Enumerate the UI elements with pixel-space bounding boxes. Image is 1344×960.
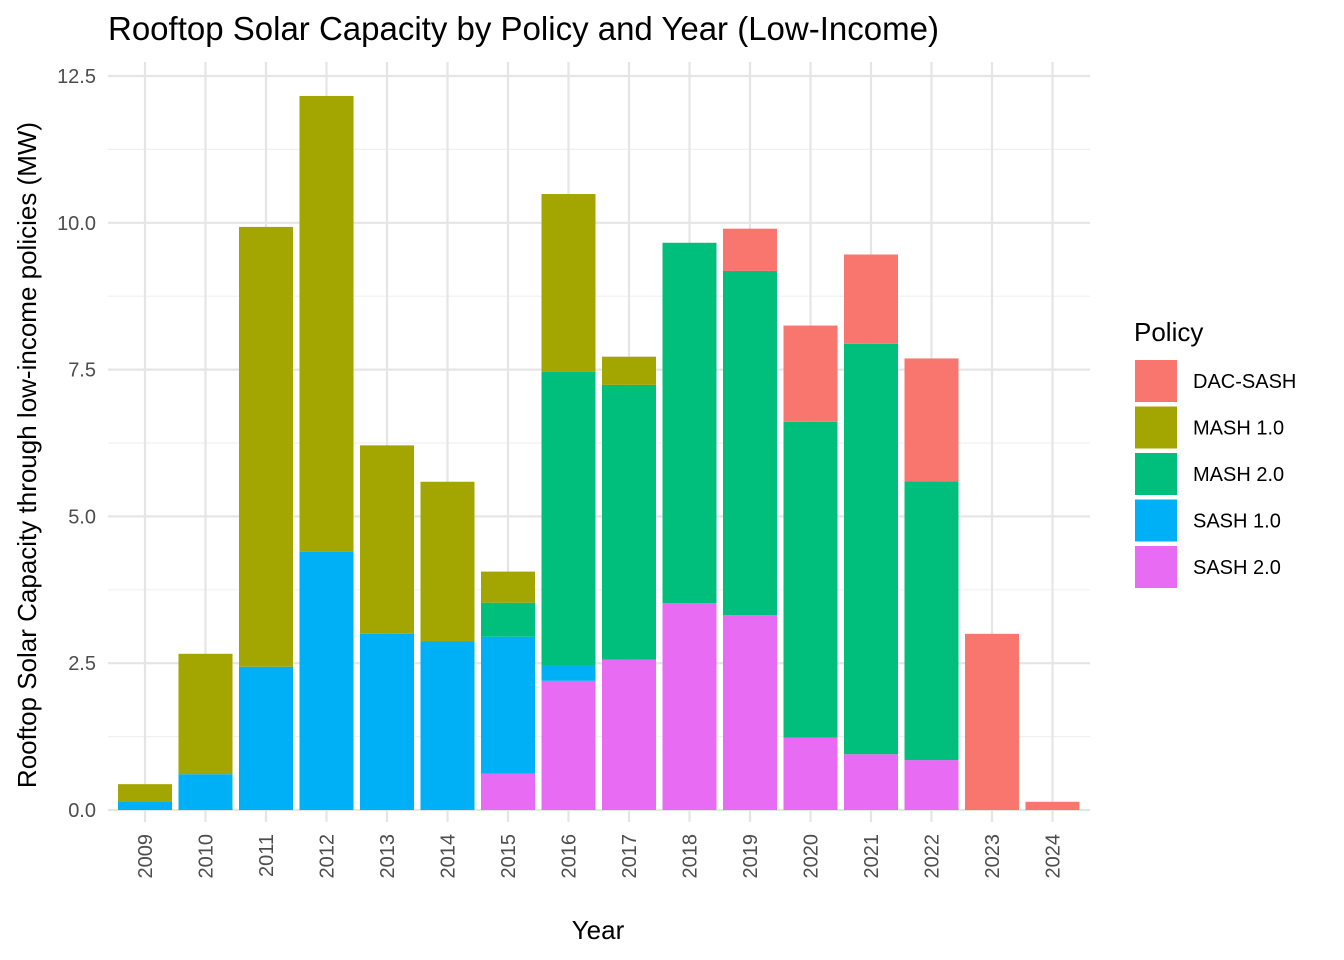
y-tick-label: 2.5 xyxy=(68,653,96,675)
x-tick-label: 2009 xyxy=(135,834,157,879)
bar-segment xyxy=(783,325,838,422)
legend-title: Policy xyxy=(1134,317,1203,347)
bar-segment xyxy=(541,680,596,810)
legend-key xyxy=(1135,406,1177,449)
bar-segment xyxy=(299,551,354,810)
x-tick-label: 2011 xyxy=(256,834,278,877)
legend-key xyxy=(1135,453,1177,495)
x-axis-ticks: 2009 2010 2011 2012 2013 2014 2015 2016 2017 2018… xyxy=(135,834,1065,879)
bar-segment xyxy=(904,481,959,761)
bar-segment xyxy=(1025,801,1080,810)
y-tick-label: 10.0 xyxy=(57,213,96,235)
bar-segment xyxy=(481,773,535,810)
bar-segment xyxy=(723,228,777,271)
chart-title: Rooftop Solar Capacity by Policy and Yea… xyxy=(108,10,939,47)
x-tick-label: 2014 xyxy=(438,834,460,879)
y-tick-label: 12.5 xyxy=(57,66,96,88)
bar-segment xyxy=(118,801,172,810)
bar-segment xyxy=(118,784,172,802)
bar-segment xyxy=(723,615,777,810)
x-tick-label: 2015 xyxy=(498,834,520,879)
x-tick-label: 2016 xyxy=(559,834,581,879)
legend-label: DAC-SASH xyxy=(1193,371,1296,393)
bar-segment xyxy=(541,194,596,372)
bar-segment xyxy=(541,371,596,666)
legend-label: SASH 2.0 xyxy=(1193,557,1281,579)
legend: Policy DAC-SASH MASH 1.0 MASH 2.0 SASH 1.0 S… xyxy=(1134,317,1296,588)
bar-segment xyxy=(239,666,293,810)
bar-segment xyxy=(481,602,535,637)
x-tick-label: 2024 xyxy=(1043,834,1065,879)
y-axis-ticks: 0.0 2.5 5.0 7.5 10.0 12.5 xyxy=(57,66,96,822)
bar-segment xyxy=(723,270,777,616)
bar-segment xyxy=(844,343,898,755)
bar-segment xyxy=(481,636,535,774)
x-tick-label: 2023 xyxy=(982,834,1004,879)
bar-segment xyxy=(602,384,656,660)
legend-key xyxy=(1135,546,1177,588)
bar-segment xyxy=(602,659,656,810)
bar-segment xyxy=(662,603,717,810)
x-axis-title: Year xyxy=(572,915,625,945)
x-tick-label: 2019 xyxy=(740,834,762,879)
bar-segment xyxy=(239,226,293,667)
bars xyxy=(118,95,1080,810)
x-tick-label: 2010 xyxy=(196,834,218,879)
x-tick-label: 2012 xyxy=(317,834,339,879)
bar-segment xyxy=(904,358,959,482)
bar-segment xyxy=(602,356,656,385)
bar-segment xyxy=(481,571,535,603)
bar-segment xyxy=(178,774,233,810)
bar-segment xyxy=(541,665,596,681)
bar-segment xyxy=(178,653,233,775)
bar-segment xyxy=(299,95,354,552)
x-tick-label: 2022 xyxy=(922,834,944,879)
y-tick-label: 0.0 xyxy=(68,800,96,822)
bar-segment xyxy=(360,633,414,810)
bar-segment xyxy=(844,254,898,344)
y-tick-label: 7.5 xyxy=(68,360,96,382)
legend-label: MASH 1.0 xyxy=(1193,418,1284,440)
legend-label: MASH 2.0 xyxy=(1193,464,1284,486)
bar-segment xyxy=(783,737,838,810)
bar-segment xyxy=(965,633,1019,810)
y-tick-label: 5.0 xyxy=(68,506,96,528)
bar-segment xyxy=(420,481,475,642)
y-axis-title: Rooftop Solar Capacity through low-incom… xyxy=(12,122,42,788)
bar-segment xyxy=(783,421,838,738)
bar-segment xyxy=(662,242,717,604)
bar-segment xyxy=(844,754,898,810)
bar-segment xyxy=(904,760,959,810)
bar-segment xyxy=(420,641,475,810)
legend-key xyxy=(1135,499,1177,542)
x-tick-label: 2017 xyxy=(619,834,641,879)
x-tick-label: 2021 xyxy=(861,834,883,879)
legend-key xyxy=(1135,360,1177,402)
x-tick-label: 2020 xyxy=(801,834,823,879)
x-tick-label: 2013 xyxy=(377,834,399,879)
x-tick-label: 2018 xyxy=(680,834,702,879)
legend-label: SASH 1.0 xyxy=(1193,511,1281,533)
bar-segment xyxy=(360,445,414,634)
